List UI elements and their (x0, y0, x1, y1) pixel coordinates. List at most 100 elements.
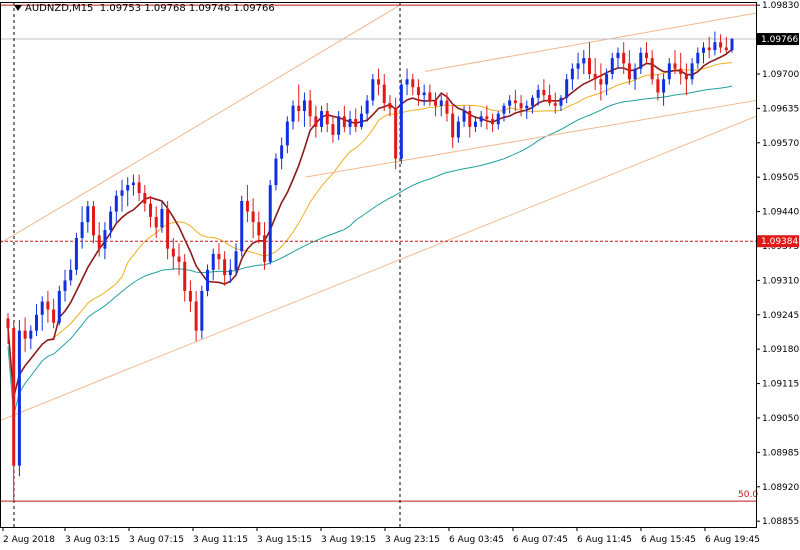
candle-body (251, 211, 255, 223)
y-tick-label: 1.09440 (762, 208, 799, 218)
candle-body (188, 290, 192, 302)
triangle-down-icon (14, 5, 22, 11)
candle-body (234, 251, 238, 270)
x-tick-label: 3 Aug 07:15 (129, 535, 184, 545)
candle-body (622, 52, 626, 64)
x-tick-label: 3 Aug 03:15 (65, 535, 120, 545)
candle-body (103, 230, 107, 249)
candle-body (377, 79, 381, 85)
x-tick-label: 6 Aug 19:45 (705, 535, 760, 545)
candle-body (525, 105, 529, 109)
candle-body (428, 92, 432, 101)
candle-body (576, 63, 580, 69)
x-tick-label: 6 Aug 15:45 (641, 535, 696, 545)
candle-body (291, 105, 295, 122)
candle-body (23, 330, 27, 339)
candle-body (131, 182, 135, 186)
candle-body (86, 206, 90, 223)
candle-body (6, 318, 10, 329)
x-tick-label: 6 Aug 07:45 (513, 535, 568, 545)
candle-body (280, 145, 284, 159)
x-tick-label: 2 Aug 2018 (3, 535, 55, 545)
candle-body (388, 103, 392, 109)
candle-body (656, 79, 660, 93)
candle-body (468, 111, 472, 127)
candle-body (371, 79, 375, 101)
candle-body (137, 182, 141, 194)
candle-body (240, 200, 244, 252)
candle-body (673, 63, 677, 69)
candle-body (502, 105, 506, 114)
y-tick-label: 1.09700 (762, 70, 799, 80)
candle-body (365, 100, 369, 114)
candle-body (331, 124, 335, 135)
x-tick-label: 3 Aug 11:15 (193, 535, 248, 545)
candle-body (382, 84, 386, 104)
candle-body (160, 208, 164, 228)
candle-body (217, 253, 221, 260)
candle-body (565, 79, 569, 98)
candle-body (730, 39, 734, 51)
candle-body (143, 193, 147, 204)
candle-body (633, 68, 637, 80)
x-tick-label: 6 Aug 03:45 (449, 535, 504, 545)
y-tick-label: 1.08920 (762, 483, 799, 493)
candle-body (508, 100, 512, 106)
ohlc-label: 1.09753 1.09768 1.09746 1.09766 (99, 3, 275, 14)
fib-label: 50.0 (738, 490, 758, 500)
candle-body (337, 116, 341, 135)
candle-body (439, 100, 443, 106)
candle-body (57, 290, 61, 323)
candle-body (120, 190, 124, 196)
candle-body (405, 79, 409, 85)
candle-body (690, 63, 694, 80)
candle-body (667, 63, 671, 80)
candle-body (536, 89, 540, 98)
candle-body (559, 97, 563, 106)
candle-body (473, 121, 477, 127)
candle-body (570, 68, 574, 80)
y-tick-label: 1.09310 (762, 276, 799, 286)
candle-body (308, 100, 312, 117)
candle-body (302, 100, 306, 112)
x-tick-label: 3 Aug 19:15 (321, 535, 376, 545)
y-tick-label: 1.09180 (762, 345, 799, 355)
candle-body (263, 235, 267, 262)
candle-body (274, 158, 278, 186)
candle-body (616, 52, 620, 59)
level-price-label-bg (757, 235, 799, 248)
candle-body (587, 58, 591, 74)
ma-mid-line (7, 62, 733, 397)
candle-body (149, 203, 153, 217)
candle-body (69, 269, 73, 281)
candle-body (46, 301, 50, 310)
candle-body (644, 52, 648, 59)
candle-body (211, 253, 215, 270)
candle-body (297, 105, 301, 112)
candle-body (605, 73, 609, 85)
symbol-label: AUDNZD,M15 (25, 3, 94, 14)
y-tick-label: 1.08985 (762, 448, 799, 458)
y-tick-label: 1.09505 (762, 173, 799, 183)
candle-body (285, 121, 289, 146)
candle-body (354, 118, 358, 127)
y-tick-label: 1.09245 (762, 311, 799, 321)
y-tick-label: 1.09115 (762, 380, 799, 390)
candle-body (485, 116, 489, 119)
candle-body (479, 116, 483, 122)
candle-body (696, 52, 700, 64)
candle-body (627, 63, 631, 80)
candle-body (662, 79, 666, 93)
candle-body (63, 280, 67, 291)
candle-body (12, 328, 16, 466)
candle-body (411, 79, 415, 88)
candle-body (228, 269, 232, 276)
candle-body (177, 256, 181, 262)
candle-body (456, 121, 460, 138)
trendline-upper-left (0, 4, 401, 244)
candle-body (223, 259, 227, 276)
candle-body (701, 47, 705, 53)
candle-body (52, 309, 56, 323)
